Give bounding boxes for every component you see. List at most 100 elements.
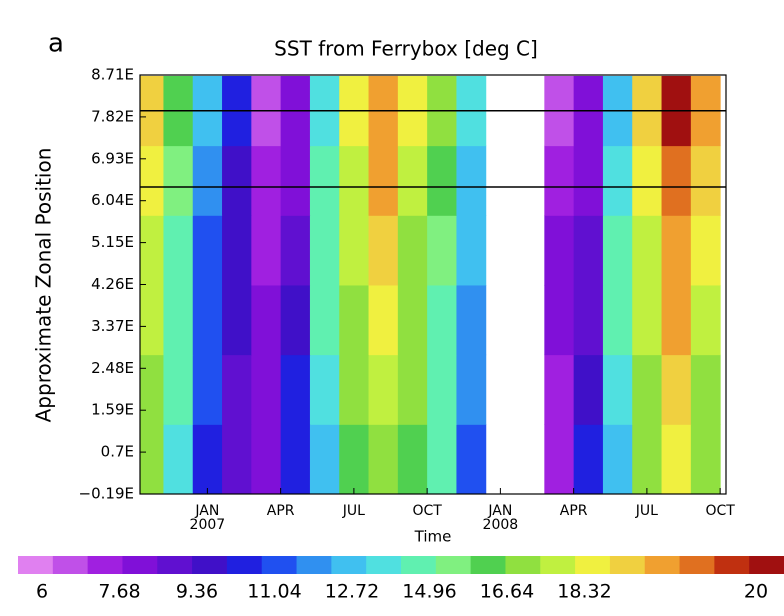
x-tick-label: OCT	[705, 503, 735, 519]
heat-cell	[427, 424, 457, 494]
heat-cell	[573, 215, 604, 286]
heat-cell	[690, 424, 721, 494]
chart-title: SST from Ferrybox [deg C]	[274, 37, 538, 61]
heat-cell	[192, 284, 223, 356]
heat-cell	[280, 424, 311, 494]
heat-cell	[163, 284, 194, 356]
colorbar-swatch	[435, 556, 472, 574]
colorbar-label: 11.04	[247, 581, 301, 603]
heat-cell	[222, 284, 252, 356]
y-tick-label: 4.26E	[91, 275, 134, 293]
x-tick-label: OCT	[412, 503, 442, 519]
colorbar-swatch	[575, 556, 611, 574]
y-tick-label: 6.93E	[91, 149, 134, 167]
colorbar-swatch	[679, 556, 715, 574]
colorbar-swatch	[18, 556, 54, 574]
y-axis-label: Approximate Zonal Position	[32, 148, 56, 423]
heat-cell	[368, 145, 399, 216]
heat-cell	[309, 284, 340, 356]
x-tick-label: APR	[559, 503, 588, 519]
x-tick-label: APR	[266, 503, 295, 519]
y-tick-label: 6.04E	[91, 191, 134, 209]
heat-cell	[192, 354, 223, 425]
heat-cell	[309, 424, 340, 494]
heat-cell	[456, 215, 487, 286]
colorbar-label: 16.64	[480, 581, 534, 603]
heat-cell	[251, 424, 282, 494]
heat-cell	[632, 424, 663, 494]
heat-cell	[309, 215, 340, 286]
colorbar-swatch	[714, 556, 750, 574]
colorbar-label: 18.32	[557, 581, 611, 603]
colorbar-swatch	[540, 556, 576, 574]
y-tick-label: 2.48E	[91, 359, 134, 377]
heat-cell	[368, 284, 399, 356]
heat-cell	[427, 215, 457, 286]
heat-cell	[192, 215, 223, 286]
colorbar-swatch	[470, 556, 506, 574]
panel-label: a	[48, 29, 64, 59]
heat-cell	[456, 284, 487, 356]
heat-cell	[632, 284, 663, 356]
heat-cell	[632, 215, 663, 286]
heat-cell	[251, 145, 282, 216]
heat-cell	[544, 424, 575, 494]
heat-cell	[573, 284, 604, 356]
x-tick-label: JUL	[342, 503, 365, 519]
heat-cell	[661, 424, 692, 494]
heat-cell	[544, 145, 575, 216]
x-axis-label: Time	[414, 528, 452, 546]
heat-cell	[397, 215, 428, 286]
heat-cell	[661, 215, 692, 286]
heat-cell	[222, 424, 252, 494]
heat-cell	[163, 145, 194, 216]
heat-cell	[573, 354, 604, 425]
y-tick-label: 7.82E	[91, 107, 134, 125]
y-tick-label: −0.19E	[79, 485, 134, 503]
heat-cell	[280, 145, 311, 216]
colorbar-swatch	[366, 556, 402, 574]
colorbar-swatch	[192, 556, 228, 574]
heat-cell	[661, 354, 692, 425]
x-tick-label: JUL	[635, 503, 658, 519]
heat-cell	[140, 284, 164, 356]
heat-cell	[602, 284, 633, 356]
heat-cell	[690, 145, 721, 216]
colorbar-label: 20	[744, 581, 768, 603]
heat-cell	[163, 354, 194, 425]
heat-cell	[427, 145, 457, 216]
heat-cell	[140, 354, 164, 425]
axes: 8.71E 7.82E 6.93E 6.04E 5.15E 4.26E 3.37E 2.48E…	[79, 66, 727, 503]
heat-cell	[192, 145, 223, 216]
heat-cell	[222, 354, 252, 425]
y-tick-label: 8.71E	[91, 66, 134, 84]
heat-cell	[251, 215, 282, 286]
colorbar-swatch	[401, 556, 437, 574]
colorbar-swatch	[644, 556, 681, 574]
heat-cell	[397, 284, 428, 356]
heat-cell	[309, 145, 340, 216]
heat-cell	[690, 215, 721, 286]
colorbar-swatch	[609, 556, 646, 574]
heat-cell	[690, 284, 721, 356]
heat-cell	[280, 215, 311, 286]
heat-cell	[427, 284, 457, 356]
colorbar-label: 9.36	[176, 581, 218, 603]
heat-cell	[140, 215, 164, 286]
colorbar-swatch	[157, 556, 193, 574]
heat-cell	[632, 354, 663, 425]
colorbar-swatch	[226, 556, 263, 574]
heat-cell	[544, 354, 575, 425]
heat-cell	[690, 354, 721, 425]
heat-cell	[602, 424, 633, 494]
colorbar-label: 14.96	[402, 581, 456, 603]
colorbar-swatch	[52, 556, 89, 574]
heat-cell	[192, 424, 223, 494]
heat-cell	[251, 354, 282, 425]
x-tick-label: JAN 2008	[482, 503, 519, 533]
heat-cell	[140, 145, 164, 216]
heatmap	[140, 75, 721, 494]
colorbar-swatch	[505, 556, 541, 574]
